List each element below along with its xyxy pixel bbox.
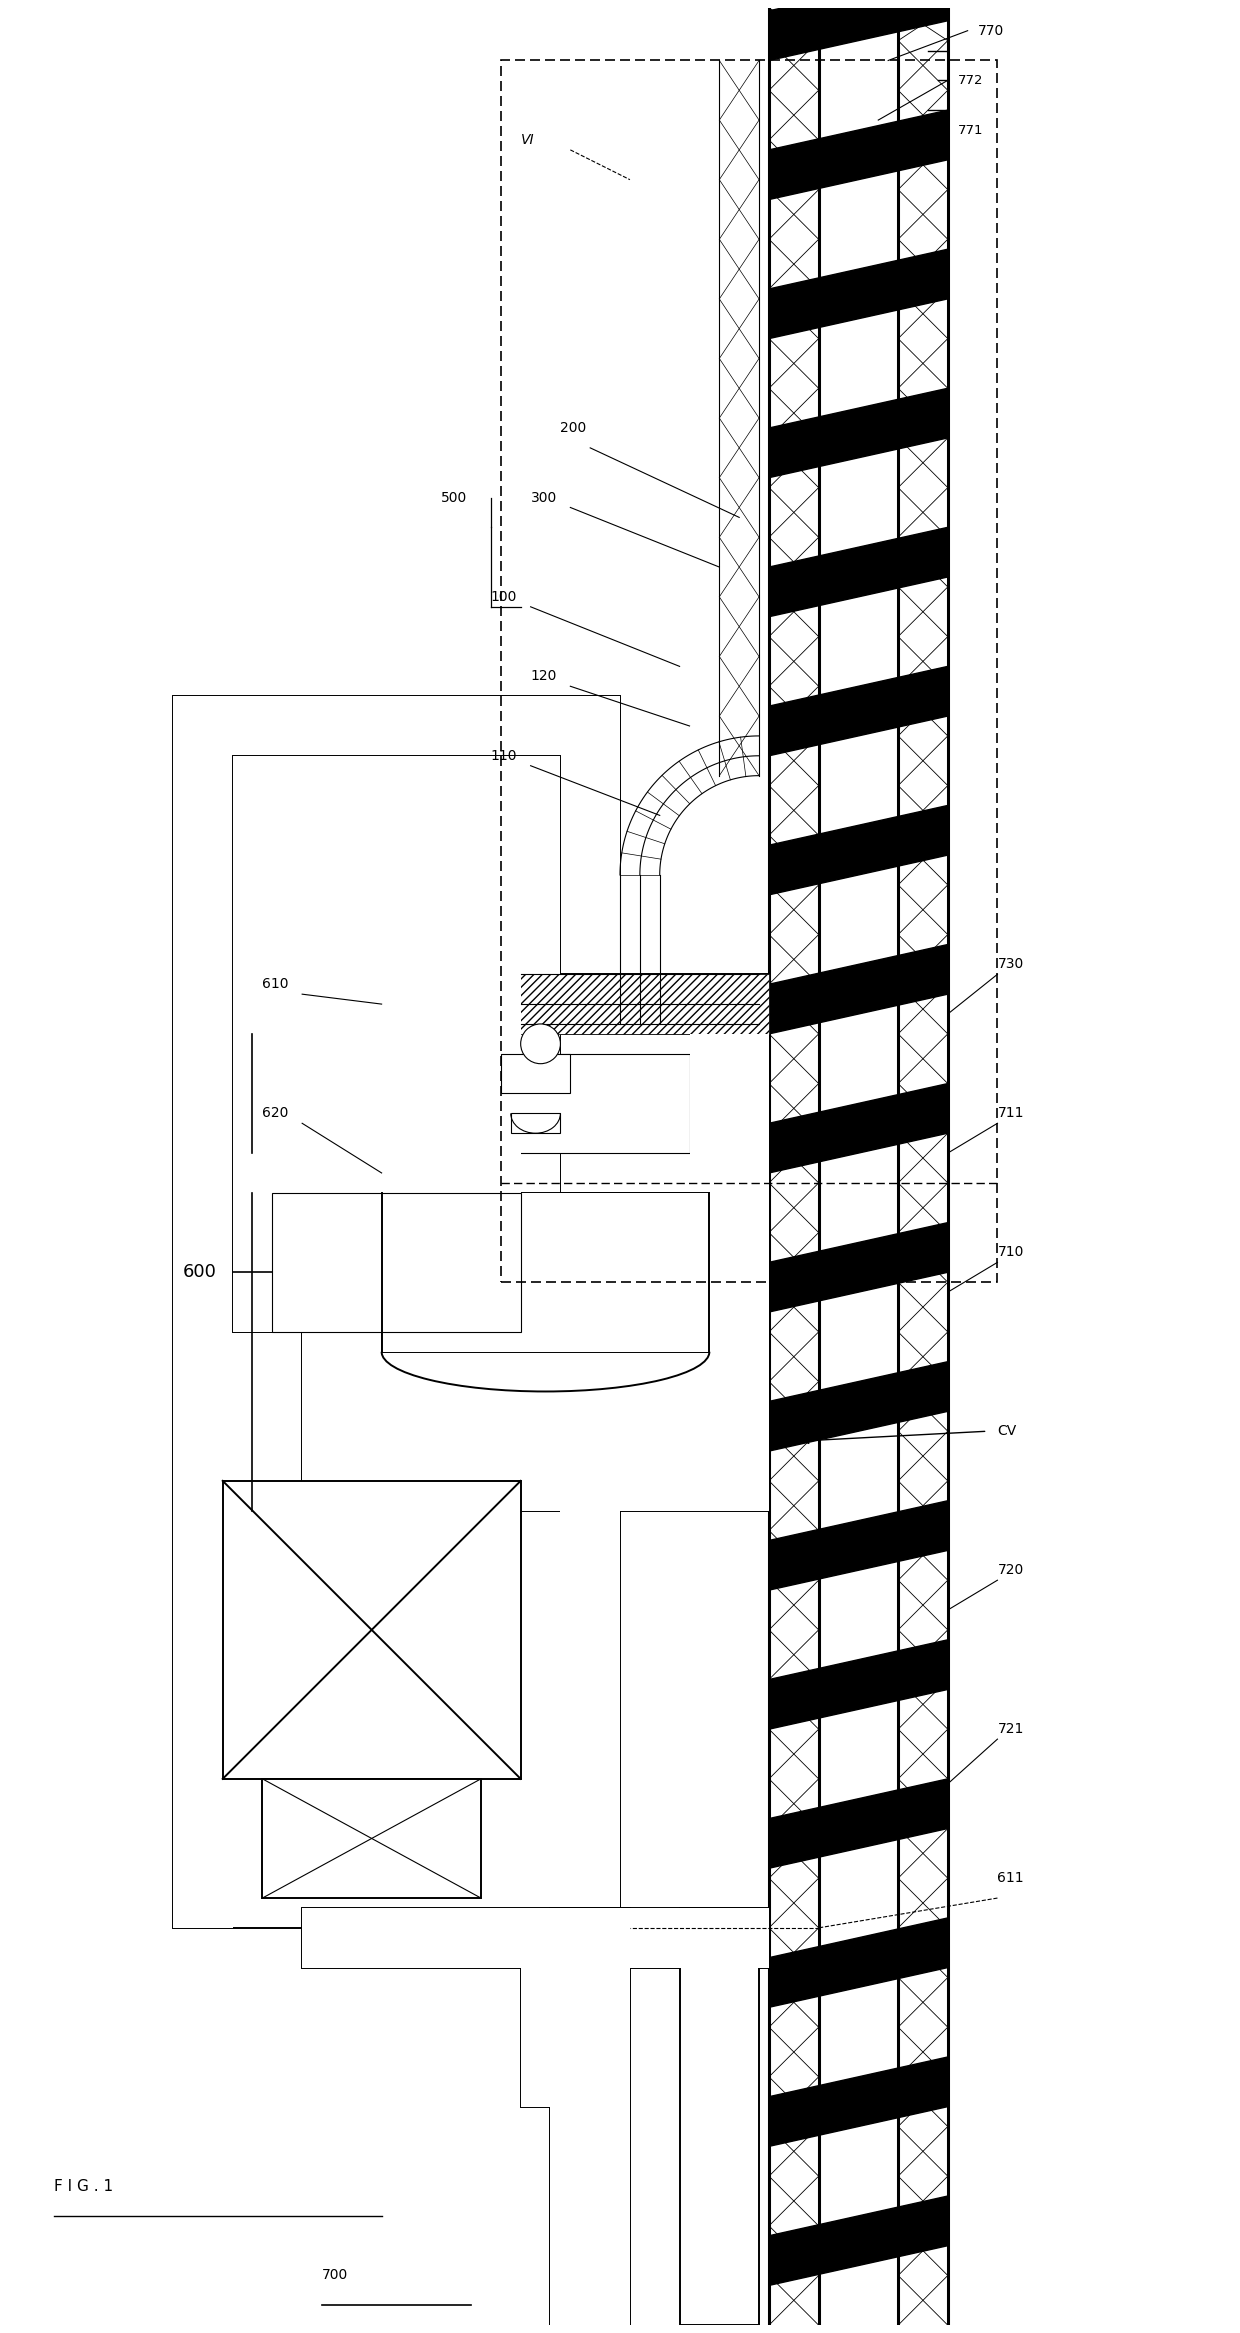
Polygon shape bbox=[769, 2195, 947, 2286]
Polygon shape bbox=[769, 805, 947, 896]
Text: 200: 200 bbox=[560, 420, 587, 434]
Polygon shape bbox=[769, 1362, 947, 1451]
Bar bbox=[372, 1055, 689, 1153]
Text: 600: 600 bbox=[184, 1262, 217, 1281]
Bar bbox=[303, 1908, 769, 1967]
Bar bbox=[303, 1908, 769, 1967]
Text: VI: VI bbox=[521, 133, 534, 147]
Bar bbox=[709, 1192, 769, 1512]
Polygon shape bbox=[769, 1778, 947, 1869]
Bar bbox=[501, 61, 997, 1283]
Text: 611: 611 bbox=[997, 1871, 1024, 1885]
Bar bbox=[233, 756, 560, 1332]
Text: 610: 610 bbox=[263, 978, 289, 992]
Bar bbox=[303, 1192, 769, 1512]
Polygon shape bbox=[769, 667, 947, 756]
Polygon shape bbox=[769, 1918, 947, 2006]
Polygon shape bbox=[769, 1640, 947, 1729]
Bar bbox=[551, 1908, 630, 2326]
Bar bbox=[273, 796, 521, 1292]
Polygon shape bbox=[769, 0, 947, 61]
Bar bbox=[769, 7, 947, 2326]
Circle shape bbox=[521, 1024, 560, 1064]
Bar bbox=[382, 1192, 709, 1351]
Bar bbox=[680, 1908, 759, 2326]
Bar bbox=[303, 975, 769, 1034]
Bar bbox=[174, 695, 620, 1927]
Polygon shape bbox=[769, 110, 947, 201]
Polygon shape bbox=[769, 945, 947, 1034]
Bar bbox=[551, 1908, 630, 2326]
Bar bbox=[560, 695, 620, 1927]
Text: 700: 700 bbox=[322, 2268, 348, 2282]
Text: 711: 711 bbox=[997, 1106, 1024, 1120]
Bar bbox=[511, 1113, 560, 1134]
Bar bbox=[273, 1192, 521, 1332]
Polygon shape bbox=[769, 2058, 947, 2146]
Polygon shape bbox=[769, 1500, 947, 1591]
Polygon shape bbox=[769, 250, 947, 338]
Text: F I G . 1: F I G . 1 bbox=[53, 2179, 113, 2193]
Bar bbox=[521, 1967, 600, 2107]
Bar bbox=[303, 1034, 372, 1192]
Bar bbox=[174, 695, 233, 1927]
Text: 100: 100 bbox=[491, 590, 517, 604]
Text: 772: 772 bbox=[957, 75, 983, 86]
Bar bbox=[501, 1055, 570, 1094]
Text: 710: 710 bbox=[997, 1246, 1024, 1260]
Text: 770: 770 bbox=[977, 23, 1004, 37]
Bar bbox=[382, 1192, 709, 1351]
Text: 720: 720 bbox=[997, 1563, 1024, 1577]
Text: 300: 300 bbox=[531, 490, 557, 504]
Polygon shape bbox=[769, 1222, 947, 1311]
Bar bbox=[233, 756, 560, 1332]
Bar bbox=[303, 975, 769, 1034]
Text: 721: 721 bbox=[997, 1722, 1024, 1736]
Bar bbox=[521, 1967, 600, 2107]
Bar bbox=[303, 1192, 769, 1512]
Bar bbox=[818, 7, 898, 2326]
Text: 730: 730 bbox=[997, 957, 1024, 971]
Bar bbox=[689, 1034, 769, 1192]
Polygon shape bbox=[769, 1083, 947, 1173]
Text: 620: 620 bbox=[263, 1106, 289, 1120]
Text: 500: 500 bbox=[441, 490, 467, 504]
Bar bbox=[263, 1778, 481, 1899]
Text: 120: 120 bbox=[531, 670, 557, 684]
Text: 110: 110 bbox=[491, 749, 517, 763]
Polygon shape bbox=[769, 527, 947, 616]
Text: CV: CV bbox=[997, 1423, 1017, 1437]
Bar bbox=[303, 1034, 769, 1192]
Bar bbox=[233, 695, 560, 756]
Polygon shape bbox=[769, 387, 947, 478]
Text: 771: 771 bbox=[957, 124, 983, 138]
Bar bbox=[223, 1481, 521, 1778]
